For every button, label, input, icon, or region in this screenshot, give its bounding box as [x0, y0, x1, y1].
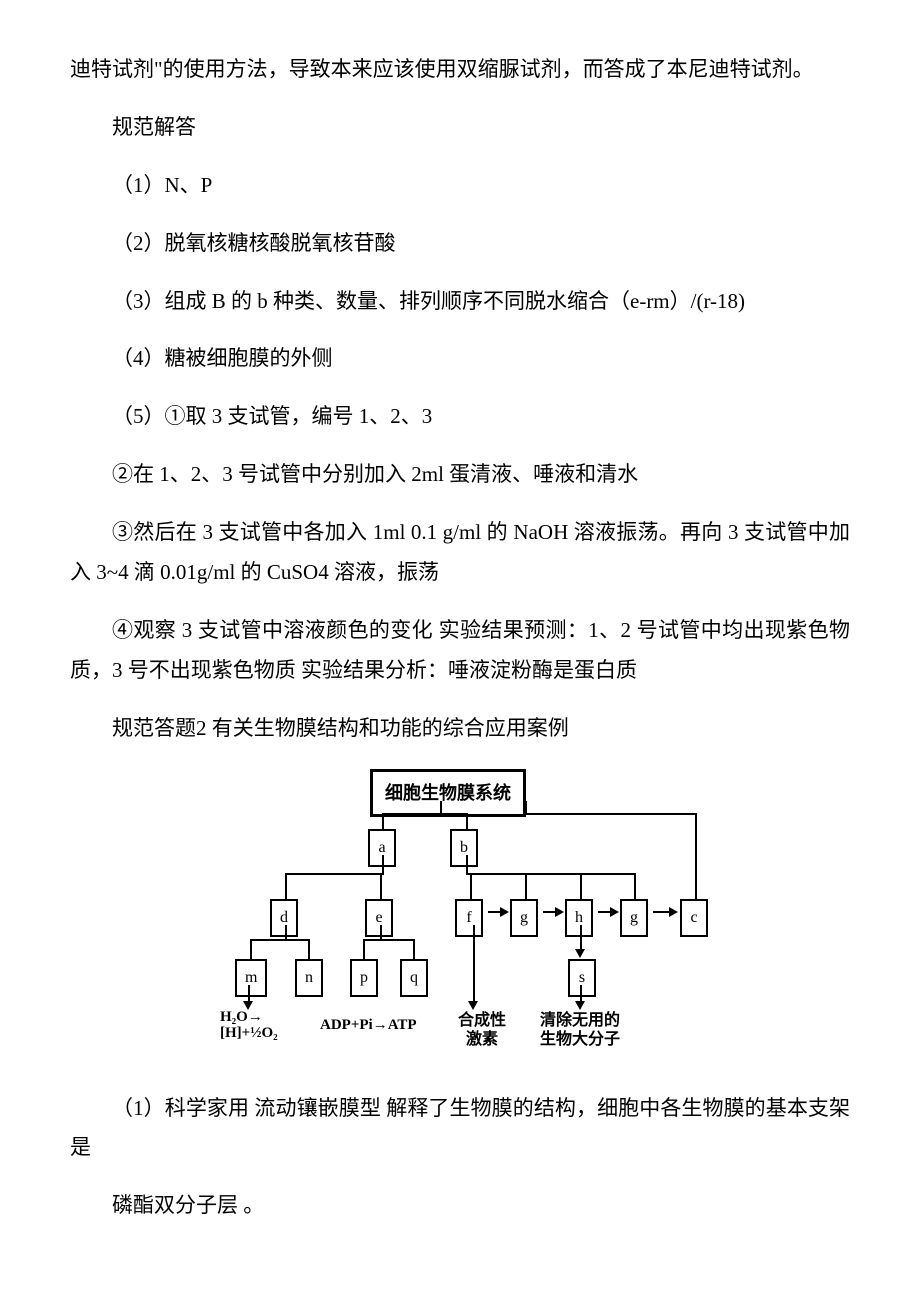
diagram-line [285, 925, 287, 939]
node-b: b [450, 829, 478, 867]
paragraph-13: 磷酯双分子层 。 [70, 1186, 850, 1226]
membrane-system-diagram: 细胞生物膜系统 a b d e f g h g c m n p q s H₂O→… [190, 769, 730, 1069]
node-g: g [510, 899, 538, 937]
diagram-line [363, 939, 415, 941]
arrow-icon [669, 907, 678, 917]
diagram-line [466, 873, 636, 875]
paragraph-12: （1）科学家用 流动镶嵌膜型 解释了生物膜的结构，细胞中各生物膜的基本支架是 [70, 1089, 850, 1169]
diagram-line [440, 801, 442, 813]
arrow-icon [243, 1001, 253, 1010]
diagram-title: 细胞生物膜系统 [370, 769, 526, 817]
paragraph-1: 迪特试剂"的使用方法，导致本来应该使用双缩脲试剂，而答成了本尼迪特试剂。 [70, 50, 850, 90]
node-m: m [235, 959, 267, 997]
paragraph-10: ④观察 3 支试管中溶液颜色的变化 实验结果预测：1、2 号试管中均出现紫色物质… [70, 611, 850, 691]
diagram-line [525, 801, 527, 815]
node-h: h [565, 899, 593, 937]
label-hormone: 合成性 激素 [458, 1011, 506, 1049]
diagram-line [466, 813, 468, 829]
diagram-line [382, 813, 384, 829]
diagram-line [308, 939, 310, 959]
diagram-line [250, 939, 310, 941]
node-d: d [270, 899, 298, 937]
node-q: q [400, 959, 428, 997]
diagram-line [580, 873, 582, 899]
diagram-line [285, 873, 384, 875]
paragraph-2: 规范解答 [70, 108, 850, 148]
paragraph-3: （1）N、P [70, 166, 850, 206]
arrow-icon [500, 907, 509, 917]
paragraph-11: 规范答题2 有关生物膜结构和功能的综合应用案例 [70, 709, 850, 749]
diagram-line [525, 873, 527, 899]
diagram-line [380, 925, 382, 939]
diagram-line [525, 813, 697, 815]
paragraph-4: （2）脱氧核糖核酸脱氧核苷酸 [70, 224, 850, 264]
node-p: p [350, 959, 378, 997]
diagram-line [695, 813, 697, 899]
paragraph-9: ③然后在 3 支试管中各加入 1ml 0.1 g/ml 的 NaOH 溶液振荡。… [70, 513, 850, 593]
node-s: s [568, 959, 596, 997]
diagram-line [380, 873, 382, 899]
diagram-line [382, 813, 468, 815]
paragraph-6: （4）糖被细胞膜的外侧 [70, 339, 850, 379]
arrow-icon [575, 949, 585, 958]
node-f: f [455, 899, 483, 937]
arrow-icon [555, 907, 564, 917]
diagram-line [470, 873, 472, 899]
paragraph-7: （5）①取 3 支试管，编号 1、2、3 [70, 397, 850, 437]
diagram-line [473, 925, 475, 1003]
label-clear: 清除无用的 生物大分子 [540, 1011, 620, 1049]
arrow-icon [468, 1001, 478, 1010]
diagram-line [382, 855, 384, 873]
diagram-container: 细胞生物膜系统 a b d e f g h g c m n p q s H₂O→… [70, 769, 850, 1069]
arrow-icon [610, 907, 619, 917]
formula-h2o: H₂O→ [H]+½O₂ [220, 1009, 278, 1042]
paragraph-5: （3）组成 B 的 b 种类、数量、排列顺序不同脱水缩合（e-rm）/(r-18… [70, 282, 850, 322]
diagram-line [634, 873, 636, 899]
diagram-line [250, 939, 252, 959]
diagram-line [466, 855, 468, 873]
diagram-line [413, 939, 415, 959]
diagram-line [580, 925, 582, 951]
node-g2: g [620, 899, 648, 937]
paragraph-8: ②在 1、2、3 号试管中分别加入 2ml 蛋清液、唾液和清水 [70, 455, 850, 495]
node-n: n [295, 959, 323, 997]
node-c: c [680, 899, 708, 937]
arrow-icon [575, 1001, 585, 1010]
formula-atp: ADP+Pi→ATP [320, 1017, 417, 1034]
node-e: e [365, 899, 393, 937]
diagram-line [285, 873, 287, 899]
diagram-line [363, 939, 365, 959]
